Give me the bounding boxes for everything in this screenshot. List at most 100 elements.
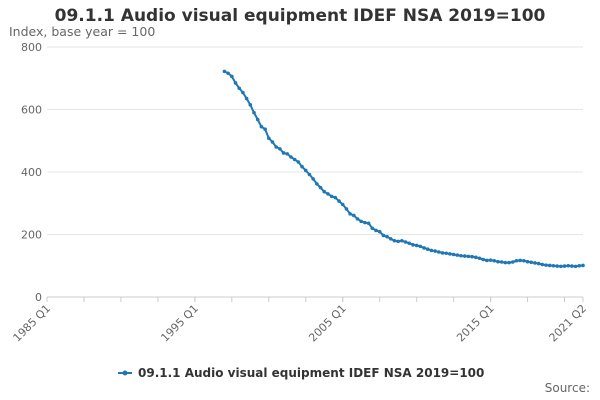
data-point	[455, 253, 460, 257]
data-point	[459, 253, 463, 258]
data-point	[322, 189, 327, 194]
data-point	[252, 110, 256, 115]
data-point	[374, 228, 378, 233]
data-point	[573, 264, 578, 269]
data-point	[411, 243, 415, 247]
data-point	[348, 212, 352, 216]
data-point	[514, 258, 519, 263]
data-point	[366, 221, 371, 226]
data-point	[318, 185, 323, 190]
data-point	[462, 254, 467, 258]
data-point	[418, 244, 423, 249]
data-point	[296, 160, 301, 164]
source-label: Source:	[544, 381, 590, 395]
data-point	[400, 238, 404, 243]
data-point	[241, 90, 245, 95]
x-tick-label: 2021 Q2	[547, 302, 590, 345]
data-point	[292, 157, 297, 162]
data-point	[315, 182, 319, 186]
data-point	[488, 258, 493, 262]
data-point	[263, 127, 267, 131]
data-point	[311, 177, 315, 181]
data-point	[388, 237, 393, 241]
data-point	[566, 263, 571, 268]
x-axis: 1985 Q1 1995 Q1 2005 Q1 2015 Q1 2021 Q2	[11, 297, 590, 345]
data-point	[255, 117, 260, 122]
data-point	[244, 96, 249, 101]
data-point	[326, 192, 330, 196]
data-point	[422, 246, 426, 250]
y-tick-label: 600	[21, 104, 42, 117]
data-point	[577, 263, 582, 268]
data-point	[533, 261, 537, 265]
data-point	[540, 262, 545, 267]
data-point	[440, 251, 445, 255]
data-point	[233, 81, 238, 85]
data-point	[496, 259, 500, 264]
data-point	[237, 86, 242, 91]
data-point	[285, 152, 290, 156]
data-point	[396, 239, 400, 244]
gridlines	[47, 46, 583, 298]
data-point	[429, 248, 434, 253]
data-point	[359, 219, 364, 224]
data-point	[381, 233, 386, 238]
data-point	[559, 264, 563, 269]
data-point	[562, 264, 567, 268]
series-layer	[222, 69, 585, 269]
data-point	[437, 250, 441, 254]
data-point	[403, 240, 408, 244]
data-point	[355, 217, 360, 221]
data-point	[547, 263, 552, 268]
data-point	[507, 260, 511, 265]
x-tick-label: 1985 Q1	[11, 302, 54, 345]
data-point	[525, 259, 530, 264]
data-point	[281, 151, 286, 155]
y-axis-label: Index, base year = 100	[9, 24, 156, 39]
data-point	[536, 261, 541, 266]
data-point	[544, 263, 548, 267]
data-point	[363, 220, 367, 225]
data-point	[226, 71, 230, 76]
legend[interactable]: 09.1.1 Audio visual equipment IDEF NSA 2…	[118, 366, 484, 380]
data-point	[414, 243, 419, 248]
data-point	[392, 238, 397, 243]
data-point	[444, 251, 449, 256]
data-point	[289, 155, 293, 159]
data-point	[470, 254, 474, 259]
data-point	[448, 252, 452, 256]
x-tick-label: 2005 Q1	[306, 302, 349, 345]
data-point	[329, 194, 334, 199]
data-point	[425, 247, 430, 251]
data-point	[333, 195, 338, 200]
data-point	[407, 241, 412, 246]
data-point	[307, 172, 312, 177]
data-point	[370, 226, 375, 231]
data-point	[433, 249, 437, 253]
data-point	[555, 264, 559, 268]
data-point	[522, 258, 526, 263]
y-axis-ticks: 0 200 400 600 800	[21, 41, 42, 304]
data-point	[303, 168, 308, 173]
data-point	[274, 145, 278, 149]
data-point	[485, 258, 489, 263]
data-point	[278, 147, 282, 151]
data-point	[503, 260, 508, 265]
data-point	[518, 258, 522, 263]
data-point	[352, 213, 356, 218]
series-line	[223, 70, 584, 268]
y-tick-label: 400	[21, 166, 42, 179]
data-point	[377, 229, 382, 234]
data-point	[222, 69, 227, 74]
y-tick-label: 200	[21, 229, 42, 242]
data-point	[481, 257, 485, 262]
data-point	[385, 234, 389, 239]
data-point	[337, 199, 341, 203]
data-point	[477, 256, 482, 261]
data-point	[492, 258, 497, 263]
data-point	[551, 263, 556, 268]
data-point	[466, 254, 471, 259]
data-point	[270, 140, 275, 144]
x-tick-label: 2015 Q1	[454, 302, 497, 345]
